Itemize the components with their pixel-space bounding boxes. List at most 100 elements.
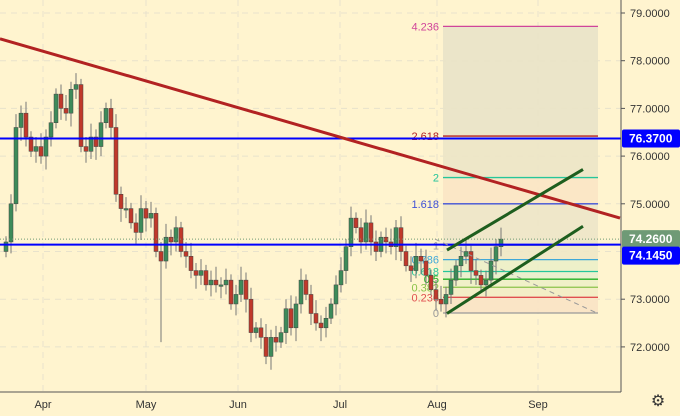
candle-body	[173, 227, 179, 243]
candle-body	[498, 238, 504, 247]
candle-body	[38, 146, 44, 157]
candle	[28, 131, 34, 158]
candle	[148, 201, 154, 228]
candle-body	[253, 327, 259, 333]
fib-level-label: 4.236	[411, 21, 439, 33]
candle	[228, 274, 234, 310]
candle-body	[393, 227, 399, 247]
candle	[403, 245, 409, 272]
candle	[33, 137, 39, 163]
y-tick-label: 72.0000	[630, 342, 670, 354]
y-tick-label: 77.0000	[630, 103, 670, 115]
candle-body	[103, 108, 109, 123]
candle-body	[423, 260, 429, 276]
candle-body	[318, 322, 324, 329]
candle	[243, 272, 249, 313]
candle	[353, 212, 359, 234]
candle	[93, 129, 99, 160]
x-tick-label: Jul	[333, 399, 347, 411]
candle-body	[193, 270, 199, 276]
settings-button[interactable]: ⚙	[650, 394, 666, 410]
candle	[128, 202, 134, 229]
y-tick-label: 79.0000	[630, 8, 670, 20]
candle-body	[83, 146, 89, 152]
candle	[333, 275, 339, 316]
x-tick-label: Sep	[528, 399, 548, 411]
candle-body	[373, 241, 379, 252]
fib-band	[443, 26, 598, 137]
candle-body	[298, 279, 304, 305]
candle-body	[143, 208, 149, 219]
candle	[208, 270, 214, 297]
candle-body	[368, 222, 374, 243]
candle	[68, 81, 74, 127]
candle	[138, 195, 144, 241]
fib-level-label: 1.618	[411, 199, 439, 211]
candle-body	[493, 246, 499, 262]
candle-body	[433, 289, 439, 300]
candle-body	[328, 303, 334, 319]
candle	[203, 264, 209, 291]
candle-body	[468, 251, 474, 271]
candle-body	[228, 279, 234, 305]
candle	[383, 227, 389, 254]
candle-body	[403, 251, 409, 267]
candle-body	[13, 127, 19, 205]
candle	[473, 259, 479, 285]
price-axis	[621, 0, 680, 416]
candle-body	[68, 89, 74, 114]
candle-body	[58, 93, 64, 109]
candle-body	[63, 108, 69, 114]
fib-level-label: 0.236	[411, 292, 439, 304]
candle-body	[78, 84, 84, 147]
candle	[278, 326, 284, 348]
candle	[373, 230, 379, 262]
candle	[248, 287, 254, 343]
fib-level-label: 2	[433, 173, 439, 185]
fib-level-label: 1	[433, 240, 439, 252]
candle-body	[138, 208, 144, 233]
fib-band	[443, 279, 598, 288]
candle	[118, 186, 124, 222]
candle	[8, 194, 14, 254]
candle-body	[218, 284, 224, 287]
candle	[78, 78, 84, 153]
candle-body	[118, 194, 124, 209]
candle	[458, 246, 464, 278]
candle-body	[288, 308, 294, 329]
candle	[443, 286, 449, 318]
candle-body	[483, 279, 489, 286]
candle-body	[283, 308, 289, 333]
candle-body	[408, 265, 414, 271]
candle-body	[158, 251, 164, 262]
candle	[258, 318, 264, 349]
candle	[153, 207, 159, 258]
candle-body	[213, 279, 219, 286]
candle	[263, 324, 269, 365]
candle	[368, 215, 374, 256]
candle	[253, 322, 259, 339]
candle	[223, 268, 229, 295]
candle-body	[18, 112, 24, 128]
price-label-text: 76.3700	[629, 131, 673, 145]
trendline	[0, 37, 621, 220]
candle-body	[203, 270, 209, 286]
candle-body	[198, 270, 204, 276]
candle-body	[293, 303, 299, 329]
candle-body	[473, 270, 479, 276]
candle-body	[188, 256, 194, 271]
candle-body	[443, 294, 449, 305]
candle-body	[183, 251, 189, 257]
candle-body	[48, 122, 54, 138]
candle	[343, 239, 349, 284]
candle	[43, 129, 49, 170]
candle	[188, 242, 194, 279]
candle	[423, 249, 429, 285]
candle-body	[258, 327, 264, 338]
candle-body	[163, 236, 169, 262]
candle	[63, 95, 69, 121]
candle	[143, 200, 149, 232]
price-label-box	[622, 129, 680, 148]
